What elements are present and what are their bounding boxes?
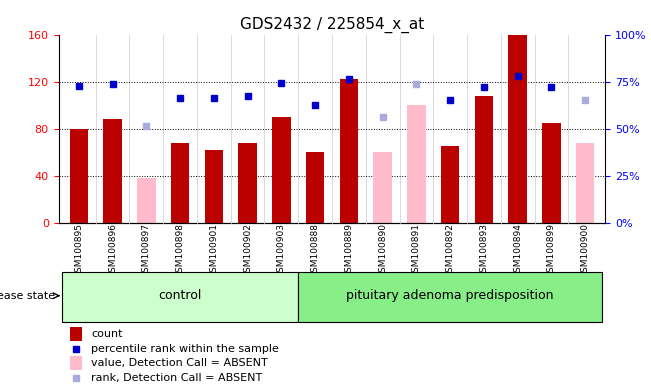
Text: GSM100891: GSM100891	[412, 223, 421, 278]
Text: GSM100888: GSM100888	[311, 223, 320, 278]
Text: GSM100902: GSM100902	[243, 223, 252, 278]
Bar	[104, 119, 122, 223]
Text: GSM100896: GSM100896	[108, 223, 117, 278]
Bar	[298, 271, 602, 322]
Bar	[374, 152, 392, 223]
Bar	[171, 143, 189, 223]
Text: GSM100889: GSM100889	[344, 223, 353, 278]
Text: rank, Detection Call = ABSENT: rank, Detection Call = ABSENT	[91, 373, 262, 383]
Text: count: count	[91, 329, 123, 339]
Bar	[542, 123, 561, 223]
Bar	[204, 150, 223, 223]
Text: percentile rank within the sample: percentile rank within the sample	[91, 344, 279, 354]
Bar	[137, 178, 156, 223]
Text: value, Detection Call = ABSENT: value, Detection Call = ABSENT	[91, 358, 268, 368]
Bar	[508, 35, 527, 223]
Text: GSM100895: GSM100895	[74, 223, 83, 278]
Bar	[576, 143, 594, 223]
Text: GSM100893: GSM100893	[479, 223, 488, 278]
Bar	[62, 271, 298, 322]
Bar	[475, 96, 493, 223]
Bar	[407, 105, 426, 223]
Bar	[441, 146, 460, 223]
Text: disease state: disease state	[0, 291, 55, 301]
Bar	[340, 79, 358, 223]
Text: GSM100890: GSM100890	[378, 223, 387, 278]
Bar	[70, 356, 81, 371]
Text: control: control	[158, 289, 202, 302]
Bar	[238, 143, 257, 223]
Bar	[306, 152, 324, 223]
Text: GSM100894: GSM100894	[513, 223, 522, 278]
Text: GSM100899: GSM100899	[547, 223, 556, 278]
Text: pituitary adenoma predisposition: pituitary adenoma predisposition	[346, 289, 554, 302]
Title: GDS2432 / 225854_x_at: GDS2432 / 225854_x_at	[240, 17, 424, 33]
Bar	[70, 327, 81, 341]
Text: GSM100898: GSM100898	[176, 223, 185, 278]
Bar	[70, 129, 88, 223]
Text: GSM100897: GSM100897	[142, 223, 151, 278]
Text: GSM100903: GSM100903	[277, 223, 286, 278]
Bar	[272, 117, 290, 223]
Text: GSM100892: GSM100892	[446, 223, 454, 278]
Text: GSM100901: GSM100901	[210, 223, 218, 278]
Text: GSM100900: GSM100900	[581, 223, 590, 278]
